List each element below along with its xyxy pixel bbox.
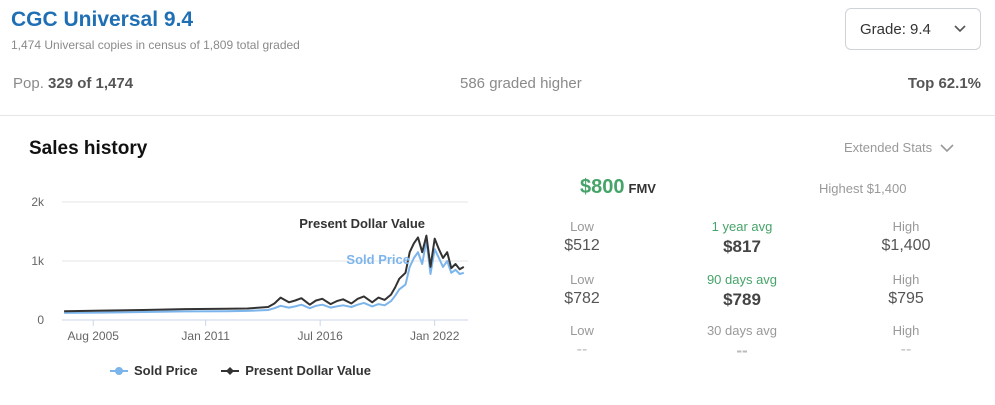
avg-stat-label: 90 days avg xyxy=(706,272,778,287)
high-stat-cell: High -- xyxy=(846,323,966,359)
avg-stat-label: 1 year avg xyxy=(711,219,773,234)
extended-stats-toggle[interactable]: Extended Stats xyxy=(844,140,954,155)
high-stat-value: $1,400 xyxy=(881,237,931,254)
top-percent-stat: Top 62.1% xyxy=(907,75,981,92)
chevron-down-icon xyxy=(940,144,954,153)
avg-stat-value: -- xyxy=(736,341,748,360)
high-stat-label: High xyxy=(892,272,920,287)
legend-label: Present Dollar Value xyxy=(245,363,371,378)
sold-price-line xyxy=(64,239,465,314)
high-stat-value: $795 xyxy=(888,290,924,307)
divider xyxy=(0,115,995,116)
high-stat-label: High xyxy=(892,219,920,234)
present-dollar-value-annotation: Present Dollar Value xyxy=(299,216,425,231)
avg-stat-cell: 1 year avg $817 xyxy=(682,219,802,257)
low-stat-value: -- xyxy=(576,341,588,358)
high-stat-label: High xyxy=(892,323,920,338)
low-stat-label: Low xyxy=(570,323,594,338)
x-tick-label: Jul 2016 xyxy=(297,329,343,343)
y-tick-label: 2k xyxy=(31,195,45,209)
extended-stats-label: Extended Stats xyxy=(844,140,933,155)
avg-stat-value: $789 xyxy=(723,290,761,309)
sales-history-title: Sales history xyxy=(29,138,148,159)
low-stat-label: Low xyxy=(570,272,594,287)
grade-select[interactable]: Grade: 9.4 xyxy=(845,8,981,50)
high-stat-cell: High $795 xyxy=(846,272,966,308)
fmv-label: FMV xyxy=(628,181,656,196)
avg-stat-label: 30 days avg xyxy=(706,323,778,338)
fmv-value: $800 FMV xyxy=(580,176,656,199)
low-stat-value: $512 xyxy=(564,237,600,254)
sold-price-annotation: Sold Price xyxy=(346,252,410,267)
x-tick-label: Jan 2011 xyxy=(181,329,230,343)
sales-history-chart: 0 1k 2k Aug 2005 Jan 2011 Jul 2016 Jan 2022 Pre… xyxy=(31,195,468,343)
avg-stat-cell: 30 days avg -- xyxy=(682,323,802,361)
pop-value: 329 of 1,474 xyxy=(48,75,134,92)
high-stat-cell: High $1,400 xyxy=(846,219,966,255)
x-tick-label: Aug 2005 xyxy=(68,329,120,343)
high-stat-value: -- xyxy=(900,341,912,358)
census-subtitle: 1,474 Universal copies in census of 1,80… xyxy=(11,38,300,52)
fmv-amount: $800 xyxy=(580,176,625,198)
chart-legend: Sold Price Present Dollar Value xyxy=(110,363,391,379)
legend-item-sold-price[interactable]: Sold Price xyxy=(110,363,198,378)
avg-stat-value: $817 xyxy=(723,237,761,256)
low-stat-label: Low xyxy=(570,219,594,234)
graded-higher-stat: 586 graded higher xyxy=(460,75,582,92)
low-stat-cell: Low $512 xyxy=(522,219,642,255)
chevron-down-icon xyxy=(954,25,966,33)
highest-sale: Highest $1,400 xyxy=(819,181,907,196)
legend-marker-icon xyxy=(221,366,240,375)
avg-stat-cell: 90 days avg $789 xyxy=(682,272,802,310)
grade-select-label: Grade: 9.4 xyxy=(860,21,931,38)
legend-marker-icon xyxy=(110,366,128,375)
x-tick-label: Jan 2022 xyxy=(410,329,460,343)
page-title: CGC Universal 9.4 xyxy=(11,8,194,31)
pop-prefix: Pop. xyxy=(13,75,44,92)
y-tick-label: 1k xyxy=(31,254,45,268)
y-tick-label: 0 xyxy=(37,313,44,327)
present-dollar-value-line xyxy=(64,234,465,313)
low-stat-cell: Low -- xyxy=(522,323,642,359)
legend-item-present-dollar-value[interactable]: Present Dollar Value xyxy=(221,363,371,378)
low-stat-cell: Low $782 xyxy=(522,272,642,308)
population-stat: Pop. 329 of 1,474 xyxy=(13,75,133,92)
legend-label: Sold Price xyxy=(134,363,198,378)
low-stat-value: $782 xyxy=(564,290,600,307)
